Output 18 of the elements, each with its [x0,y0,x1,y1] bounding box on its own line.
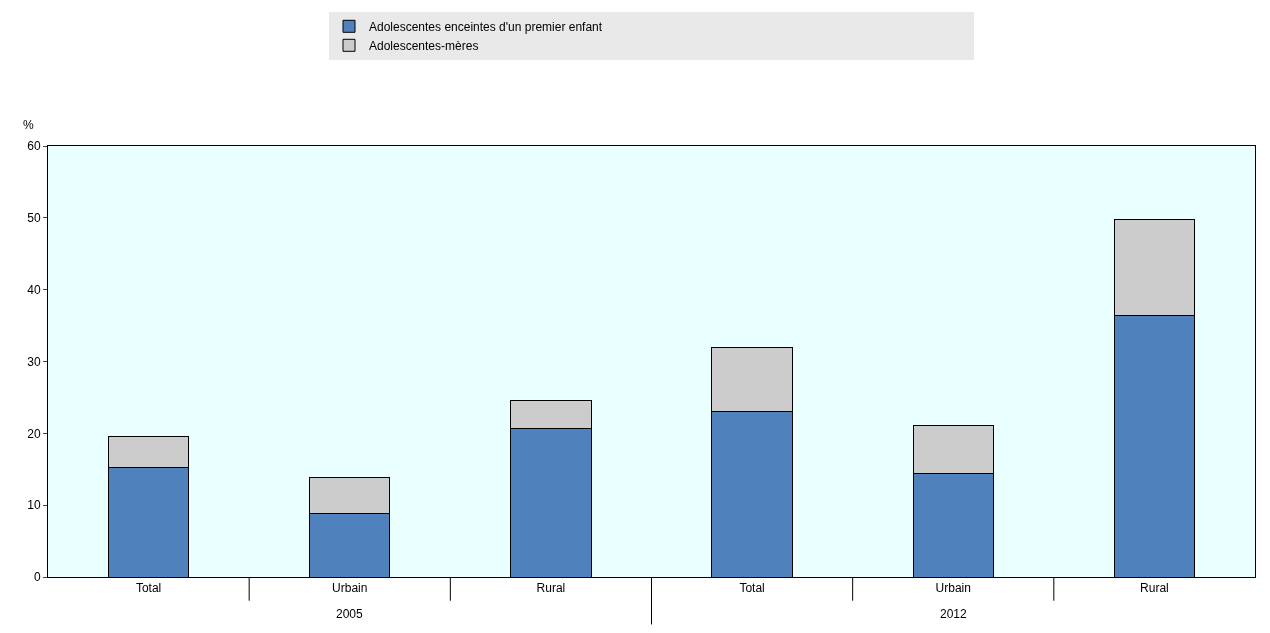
x-tick-label: Rural [536,581,566,596]
y-axis-title: % [23,118,34,132]
text: 2012 [940,607,968,621]
y-tick-label: 30 [27,354,41,369]
x-tick-label: Total [135,581,162,596]
y-tick-label: 40 [27,282,41,297]
y-tick-label: 60 [27,139,41,154]
y-tick-label: 0 [33,570,41,585]
x-tick-label: Rural [1140,581,1169,596]
y-tick-label: 50 [27,211,41,226]
x-tick-label: Urbain [935,581,971,596]
x-tick-label: Urbain [332,581,368,596]
text: 2005 [336,607,364,621]
y-tick-label: 20 [27,426,41,441]
legend-label: Adolescentes enceintes d'un premier enfant [369,19,603,34]
legend-label: Adolescentes-mères [369,38,479,53]
x-tick-label: Total [739,581,765,596]
y-tick-label: 10 [27,498,41,513]
